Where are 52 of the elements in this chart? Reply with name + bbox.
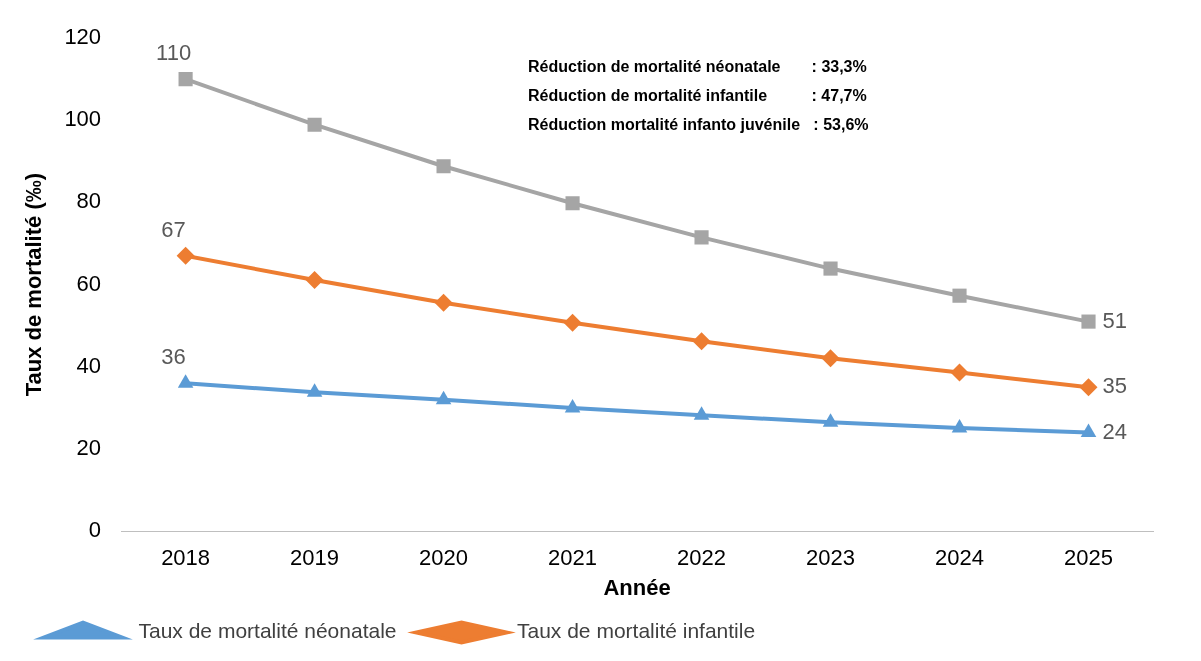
point	[307, 117, 322, 132]
point	[1081, 314, 1096, 329]
point	[177, 374, 194, 388]
point	[693, 406, 710, 420]
annotation: Réduction de mortalité néonatale : 33,3%	[528, 58, 867, 76]
x-tick-label: 2022	[677, 545, 727, 571]
point	[694, 230, 709, 245]
data-label: 24	[1102, 418, 1127, 444]
point	[1079, 378, 1098, 397]
data-label: 51	[1102, 307, 1127, 333]
x-tick-label: 2023	[806, 545, 856, 571]
point	[822, 413, 839, 427]
point	[563, 313, 582, 332]
y-tick-label: 60	[76, 270, 102, 296]
x-tick-label: 2021	[548, 545, 598, 571]
x-tick-label: 2019	[290, 545, 340, 571]
x-axis-title: Année	[603, 574, 671, 600]
annotation: Réduction de mortalité infantile : 47,7%	[528, 87, 867, 105]
point	[823, 261, 838, 276]
annotation: Réduction mortalité infanto juvénile : 53,6%	[528, 116, 869, 134]
x-tick-label: 2025	[1064, 545, 1113, 571]
point	[950, 363, 969, 382]
y-tick-label: 40	[76, 352, 102, 378]
point	[306, 383, 323, 397]
data-label: 67	[161, 216, 186, 242]
data-label: 35	[1102, 373, 1127, 399]
point	[435, 390, 452, 405]
point	[951, 419, 968, 433]
point	[434, 293, 453, 312]
y-axis-title: Taux de mortalité (‰)	[21, 172, 47, 397]
point	[952, 288, 967, 303]
point	[692, 332, 711, 351]
y-tick-label: 0	[88, 517, 102, 543]
y-tick-label: 80	[76, 188, 102, 214]
x-tick-label: 2024	[935, 545, 984, 571]
point	[564, 398, 581, 413]
data-label: 110	[156, 40, 192, 66]
point	[305, 271, 324, 290]
legend-label: Taux de mortalité infantile	[517, 619, 756, 643]
point	[565, 196, 580, 211]
legend-label: Taux de mortalité néonatale	[138, 619, 397, 643]
point	[176, 246, 195, 265]
x-tick-label: 2020	[419, 545, 469, 571]
point	[178, 72, 193, 87]
point	[1080, 423, 1097, 438]
point	[821, 349, 840, 368]
y-tick-label: 20	[76, 435, 102, 461]
x-tick-label: 2018	[161, 545, 211, 571]
y-tick-label: 100	[64, 106, 102, 132]
data-label: 36	[161, 344, 186, 370]
point	[436, 159, 451, 174]
y-tick-label: 120	[64, 24, 102, 50]
